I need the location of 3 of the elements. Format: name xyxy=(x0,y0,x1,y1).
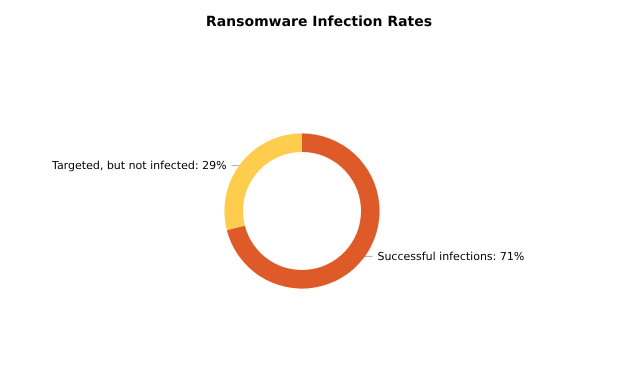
chart-title: Ransomware Infection Rates xyxy=(206,14,432,30)
slice-label: Successful infections: 71% xyxy=(377,250,524,263)
slice-label: Targeted, but not infected: 29% xyxy=(51,159,227,172)
